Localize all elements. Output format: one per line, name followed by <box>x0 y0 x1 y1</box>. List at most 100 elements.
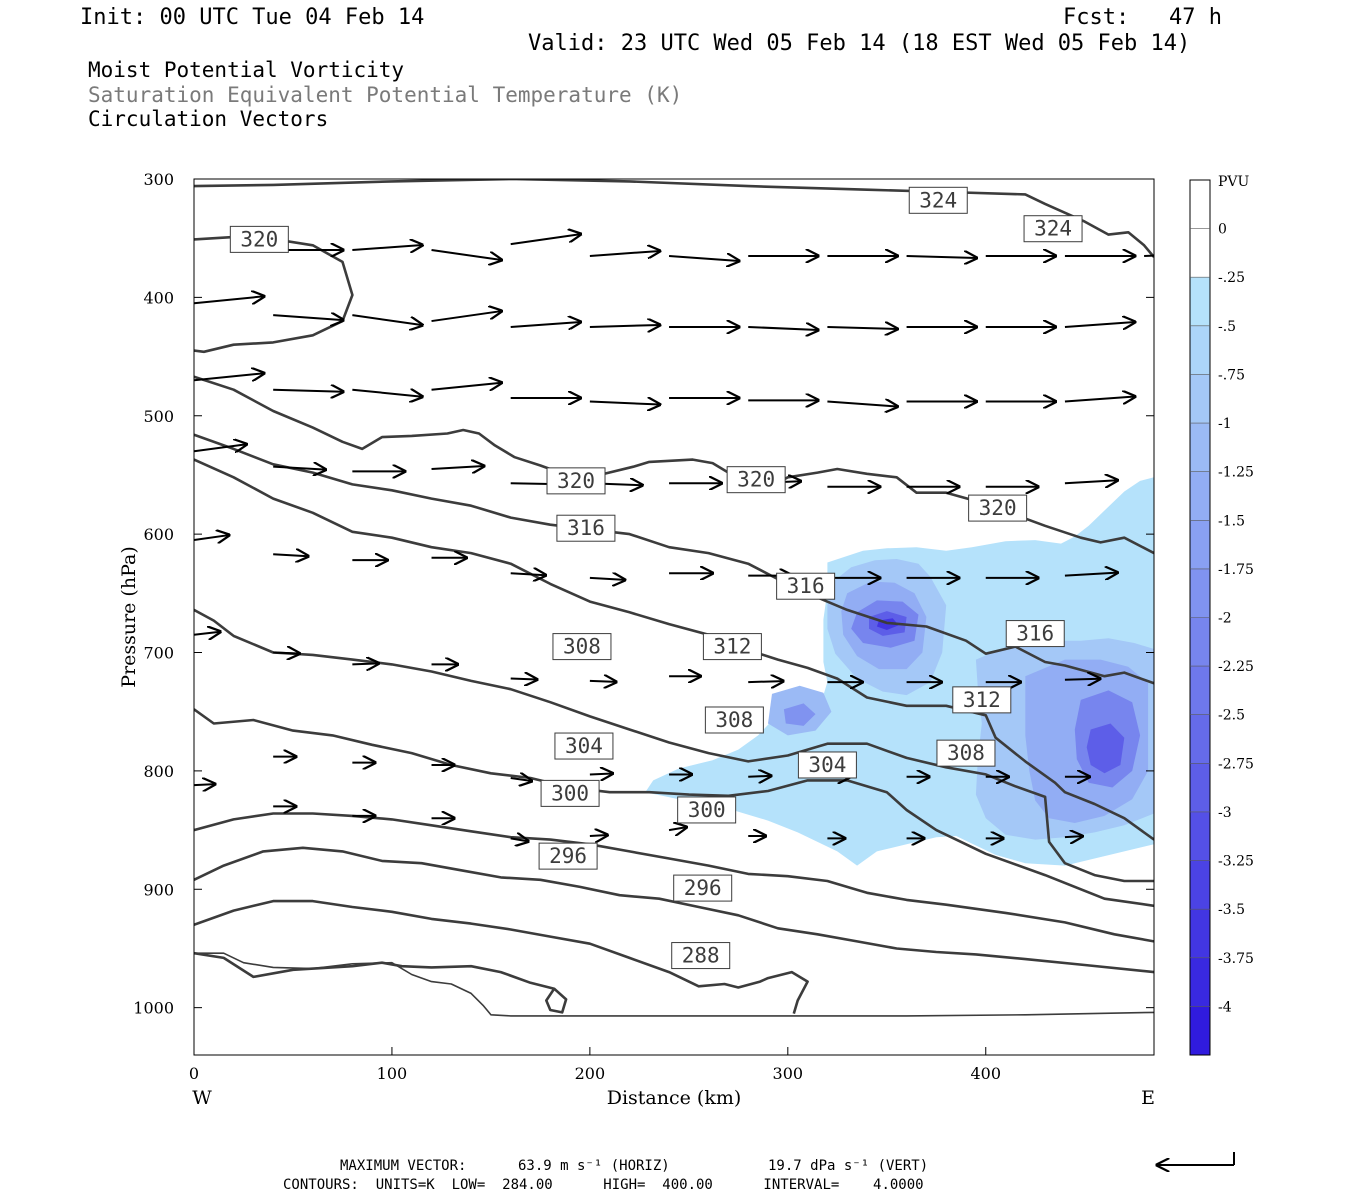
contour-label-16: 300 <box>551 781 589 805</box>
contour-label-9: 312 <box>713 635 751 659</box>
pv-region-11 <box>783 703 816 726</box>
colorbar-band-9 <box>1190 617 1210 667</box>
contour-label-1: 324 <box>1034 217 1072 241</box>
contour-label-11: 308 <box>563 635 601 659</box>
vector-35 <box>1064 397 1135 402</box>
contour-label-5: 320 <box>979 496 1017 520</box>
colorbar-label-13: -3.25 <box>1218 854 1254 870</box>
vector-13 <box>273 315 343 320</box>
contour-label-box-6 <box>556 514 616 542</box>
vector-71 <box>1064 679 1100 680</box>
max-vector-label: MAXIMUM VECTOR: <box>340 1158 467 1174</box>
vector-53 <box>589 578 625 580</box>
vector-59 <box>1064 573 1118 576</box>
contour-label-12: 308 <box>715 708 753 732</box>
contour-292-9 <box>194 899 809 1014</box>
colorbar-band-0 <box>1190 180 1210 230</box>
colorbar-label-10: -2.5 <box>1218 708 1245 724</box>
vector-14 <box>352 314 422 325</box>
y-tick-label-5: 800 <box>143 762 174 781</box>
contour-label-20: 288 <box>682 944 720 968</box>
contour-label-7: 316 <box>787 574 825 598</box>
vector-5 <box>668 256 739 261</box>
contour-label-box-15 <box>797 751 857 779</box>
vector-23 <box>1064 322 1135 327</box>
vector-61 <box>273 653 299 654</box>
contour-296-8 <box>194 846 1154 974</box>
contour-label-3: 320 <box>557 469 595 493</box>
contour-label-box-9 <box>702 633 762 661</box>
vector-88 <box>589 835 608 836</box>
colorbar-band-12 <box>1190 763 1210 813</box>
colorbar-band-17 <box>1190 1006 1210 1056</box>
axes: 300 400 500 600 700 800 900 1000 0 100 200 300 400 <box>133 170 1154 1083</box>
colorbar-band-2 <box>1190 277 1210 327</box>
colorbar-band-15 <box>1190 909 1210 959</box>
contour-label-13: 308 <box>947 741 985 765</box>
colorbar-band-6 <box>1190 471 1210 521</box>
vector-24 <box>194 373 264 380</box>
circulation-vectors <box>194 234 1154 841</box>
vector-87 <box>510 838 529 841</box>
vector-16 <box>510 322 581 327</box>
contour-300-7 <box>194 812 1154 943</box>
vector-67 <box>748 681 783 682</box>
vector-62 <box>352 663 378 664</box>
contour-label-box-14 <box>554 732 614 760</box>
contour-label-2: 320 <box>240 227 278 251</box>
vector-20 <box>827 327 897 329</box>
contour-288-10 <box>194 951 568 1014</box>
colorbar-band-11 <box>1190 714 1210 764</box>
contour-label-19: 296 <box>684 876 722 900</box>
contour-labels: 324 324 320 320 320 320 316 316 316 312 312 308 308 3… <box>229 186 1083 970</box>
contour-label-17: 300 <box>688 798 726 822</box>
vector-17 <box>589 325 660 327</box>
x-tick-label-4: 400 <box>970 1064 1001 1083</box>
x-tick-label-3: 300 <box>773 1064 804 1083</box>
vector-48 <box>194 535 229 540</box>
vector-79 <box>748 776 771 777</box>
contour-label-box-16 <box>540 779 600 807</box>
vector-94 <box>1064 836 1083 837</box>
colorbar-label-12: -3 <box>1218 805 1232 821</box>
vector-64 <box>510 679 537 680</box>
vector-29 <box>589 402 660 405</box>
colorbar-label-11: -2.75 <box>1218 756 1254 772</box>
contour-label-box-7 <box>776 572 836 600</box>
vector-1 <box>352 245 422 250</box>
colorbar-band-14 <box>1190 860 1210 910</box>
contour-label-box-20 <box>671 942 731 970</box>
contour-label-box-2 <box>229 225 289 253</box>
contour-label-6: 316 <box>567 516 605 540</box>
contour-320-2 <box>194 375 1154 555</box>
contour-label-15: 304 <box>808 753 846 777</box>
colorbar-label-3: -.75 <box>1218 367 1245 383</box>
colorbar-unit: PVU <box>1218 174 1250 190</box>
plot-frame <box>193 178 1155 1056</box>
contour-label-18: 296 <box>549 844 587 868</box>
vector-27 <box>431 383 502 390</box>
y-tick-label-4: 700 <box>143 644 174 663</box>
vector-49 <box>273 554 308 556</box>
contour-label-10: 312 <box>963 688 1001 712</box>
vector-47 <box>1064 480 1118 483</box>
colorbar-label-7: -1.75 <box>1218 562 1254 578</box>
vector-72 <box>194 784 215 785</box>
colorbar-band-4 <box>1190 374 1210 424</box>
colorbar-band-3 <box>1190 325 1210 375</box>
colorbar-label-4: -1 <box>1218 416 1232 432</box>
vector-65 <box>589 681 616 682</box>
y-tick-label-0: 300 <box>143 170 174 189</box>
y-tick-label-2: 500 <box>143 407 174 426</box>
vector-26 <box>352 390 422 397</box>
y-tick-label-3: 600 <box>143 525 174 544</box>
theta-es-contours <box>194 179 1154 1017</box>
contour-label-box-8 <box>1005 620 1065 648</box>
vector-3 <box>510 234 581 246</box>
colorbar-band-8 <box>1190 568 1210 618</box>
y-tick-label-1: 400 <box>143 288 174 307</box>
colorbar-label-0: 0 <box>1218 222 1227 238</box>
colorbar-band-7 <box>1190 520 1210 570</box>
contour-label-box-0 <box>908 186 968 214</box>
contour-label-0: 324 <box>919 188 957 212</box>
